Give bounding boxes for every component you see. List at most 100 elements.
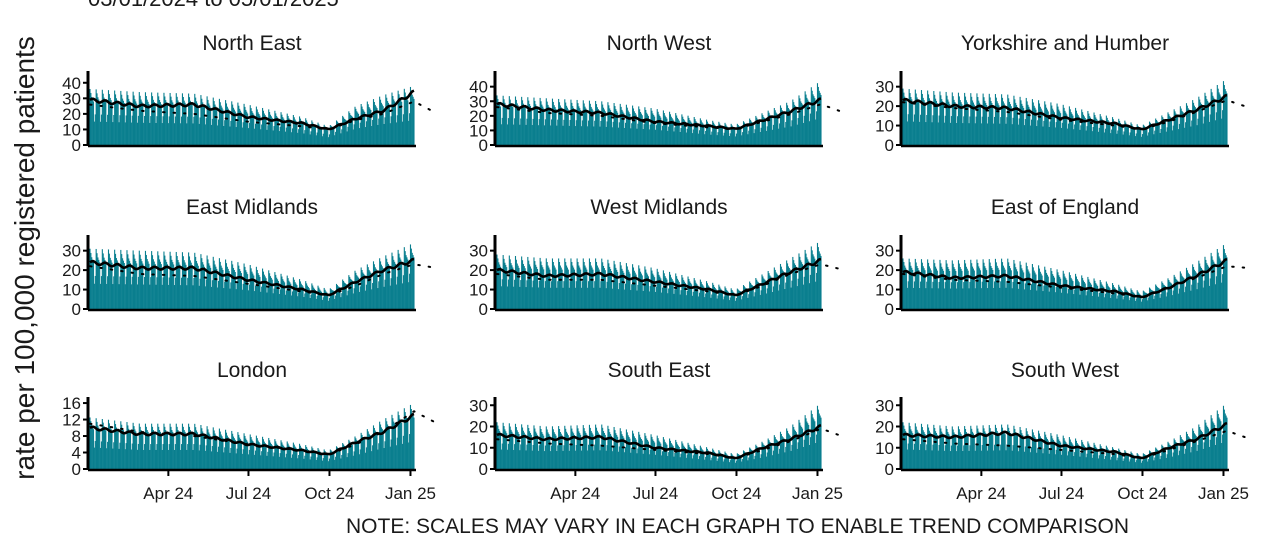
daily-bar <box>354 106 356 145</box>
daily-bar <box>375 268 377 309</box>
daily-bar <box>103 257 105 309</box>
daily-bar <box>1140 129 1142 145</box>
daily-bar <box>661 292 663 309</box>
daily-bar <box>982 93 984 145</box>
daily-bar <box>91 424 93 469</box>
daily-bar <box>775 272 777 309</box>
daily-bar <box>1032 432 1034 469</box>
daily-bar <box>1215 112 1217 145</box>
daily-bar <box>635 439 637 469</box>
daily-bar <box>175 93 177 145</box>
daily-bar <box>1102 120 1104 145</box>
daily-bar <box>958 96 960 145</box>
daily-bar <box>943 450 945 469</box>
daily-bar <box>534 100 536 145</box>
daily-bar <box>280 440 282 469</box>
daily-bar <box>754 455 756 469</box>
daily-bar <box>372 261 375 309</box>
daily-bar <box>699 118 701 145</box>
daily-bar <box>528 428 530 469</box>
daily-bar <box>1203 280 1205 309</box>
daily-bar <box>1156 119 1158 145</box>
daily-bar <box>599 126 601 145</box>
daily-bar <box>298 292 300 309</box>
daily-bar <box>912 101 914 145</box>
daily-bar <box>565 261 567 309</box>
daily-bar <box>813 419 815 469</box>
daily-bar <box>327 454 329 469</box>
daily-bar <box>793 426 795 469</box>
daily-bar <box>232 436 235 469</box>
daily-bar <box>538 445 540 469</box>
daily-bar <box>216 108 218 145</box>
daily-bar <box>729 460 731 469</box>
daily-bar <box>288 445 290 469</box>
daily-bar <box>1135 133 1137 145</box>
daily-bar <box>167 449 169 469</box>
daily-bar <box>286 441 288 469</box>
daily-bar <box>350 279 353 309</box>
daily-bar <box>956 451 958 469</box>
daily-bar <box>406 98 408 145</box>
daily-bar <box>1178 455 1180 469</box>
daily-bar <box>178 262 180 309</box>
daily-bar <box>1087 441 1089 470</box>
daily-bar <box>359 286 361 309</box>
daily-bar <box>94 441 96 469</box>
daily-bar <box>632 430 634 469</box>
daily-bar <box>328 461 330 469</box>
daily-bar <box>703 124 705 145</box>
daily-bar <box>716 460 718 469</box>
daily-bar <box>1095 283 1097 309</box>
daily-bar <box>593 126 595 145</box>
daily-bar <box>162 277 164 309</box>
daily-bar <box>1213 97 1215 145</box>
daily-bar <box>688 278 690 309</box>
daily-bar <box>541 432 543 469</box>
daily-bar <box>370 436 372 469</box>
daily-bar <box>239 437 241 469</box>
daily-bar <box>714 288 716 309</box>
daily-bar <box>254 450 257 469</box>
daily-bar <box>974 123 976 145</box>
daily-bar <box>501 279 503 309</box>
daily-bar <box>658 274 660 309</box>
daily-bar <box>746 288 748 309</box>
daily-bar <box>310 294 312 309</box>
comparison-dotted-line <box>89 263 438 297</box>
daily-bar <box>365 121 368 145</box>
daily-bar <box>678 120 680 145</box>
daily-bar <box>634 272 636 309</box>
daily-bar <box>173 285 176 309</box>
daily-bar <box>785 121 787 145</box>
daily-bar <box>769 441 771 469</box>
daily-bar <box>1085 130 1087 145</box>
daily-bar <box>1161 115 1163 145</box>
daily-bar <box>628 112 630 145</box>
daily-bar <box>361 434 363 469</box>
daily-bar <box>747 460 749 469</box>
daily-bar <box>730 453 732 469</box>
daily-bar <box>681 274 683 309</box>
daily-bar <box>688 444 690 469</box>
daily-bar <box>605 126 607 145</box>
daily-bar <box>941 431 943 469</box>
daily-bar <box>1030 289 1032 309</box>
daily-bar <box>367 267 369 309</box>
daily-bar <box>163 423 165 469</box>
daily-bar <box>1132 291 1134 309</box>
daily-bar <box>325 291 327 309</box>
daily-bar <box>1145 292 1147 309</box>
daily-bar <box>787 108 789 145</box>
daily-bar <box>1082 442 1084 469</box>
daily-bar <box>803 276 805 309</box>
daily-bar <box>302 123 304 145</box>
daily-bar <box>359 449 361 469</box>
daily-bar <box>115 258 117 309</box>
daily-bar <box>273 452 275 469</box>
daily-bar <box>761 274 763 309</box>
daily-bar <box>738 454 740 469</box>
daily-bar <box>258 275 260 309</box>
daily-bar <box>1184 127 1186 145</box>
daily-bar <box>369 108 371 145</box>
